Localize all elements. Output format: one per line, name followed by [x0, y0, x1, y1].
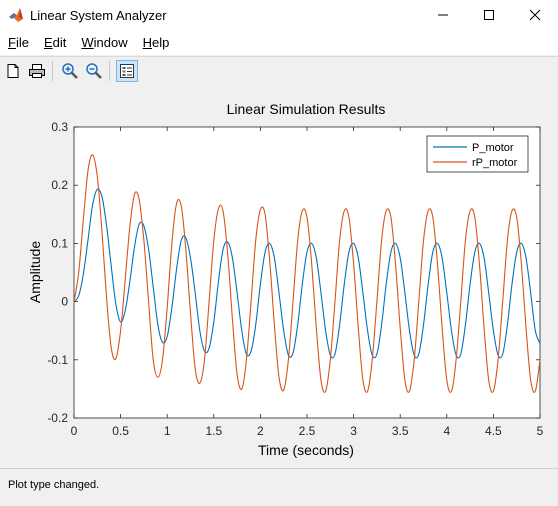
- print-icon: [29, 63, 45, 78]
- title-bar: Linear System Analyzer: [0, 0, 558, 30]
- x-tick-label: 0.5: [112, 424, 129, 438]
- menu-edit[interactable]: Edit: [43, 35, 67, 50]
- y-tick-label: 0.1: [51, 236, 68, 250]
- y-axis-label: Amplitude: [27, 241, 43, 303]
- print-button[interactable]: [26, 60, 48, 82]
- x-axis-label: Time (seconds): [258, 442, 354, 458]
- y-tick-label: -0.2: [47, 411, 68, 425]
- zoom-out-icon: [86, 62, 102, 79]
- maximize-button[interactable]: [466, 0, 512, 30]
- toolbar-separator: [52, 60, 53, 81]
- x-tick-label: 2.5: [299, 424, 316, 438]
- minimize-button[interactable]: [420, 0, 466, 30]
- toolbar: [0, 56, 558, 85]
- x-tick-label: 0: [71, 424, 78, 438]
- legend-label-rp-motor: rP_motor: [472, 157, 518, 169]
- status-bar: Plot type changed.: [0, 468, 558, 506]
- menu-help[interactable]: Help: [142, 35, 170, 50]
- x-tick-label: 3.5: [392, 424, 409, 438]
- series-line-rp-motor[interactable]: [73, 154, 541, 393]
- y-tick-label: -0.1: [47, 353, 68, 367]
- series-line-p-motor[interactable]: [73, 188, 541, 359]
- close-icon: [529, 9, 541, 21]
- axis-ticks: [73, 126, 541, 419]
- x-tick-label: 4: [443, 424, 450, 438]
- y-tick-label: 0.2: [51, 178, 68, 192]
- status-text: Plot type changed.: [8, 479, 100, 491]
- zoom-in-button[interactable]: [59, 60, 81, 82]
- toolbar-separator: [109, 60, 110, 81]
- minimize-icon: [438, 14, 448, 16]
- plot-area: Linear Simulation Results 0 0.5 1 1.5 2 2.5 3 3…: [0, 84, 558, 468]
- chart-title: Linear Simulation Results: [227, 101, 386, 117]
- maximize-icon: [484, 10, 494, 20]
- y-tick-label: 0.3: [51, 120, 68, 134]
- x-tick-label: 5: [537, 424, 544, 438]
- x-tick-label: 3: [350, 424, 357, 438]
- axis-tick-labels: 0 0.5 1 1.5 2 2.5 3 3.5 4 4.5 5 -0.2 -0.1 0 0.1 0.2 0.3: [47, 120, 543, 438]
- close-button[interactable]: [512, 0, 558, 30]
- menu-bar: File Edit Window Help: [0, 30, 558, 55]
- menu-file[interactable]: File: [8, 35, 29, 50]
- y-tick-label: 0: [61, 295, 68, 309]
- new-file-button[interactable]: [2, 60, 24, 82]
- x-tick-label: 1: [164, 424, 171, 438]
- legend[interactable]: P_motor rP_motor: [426, 135, 529, 173]
- zoom-out-button[interactable]: [83, 60, 105, 82]
- series-lines: [73, 154, 541, 393]
- new-file-icon: [7, 63, 19, 78]
- legend-button[interactable]: [116, 59, 138, 82]
- legend-box: [426, 135, 529, 173]
- matlab-icon: [9, 8, 23, 22]
- legend-icon: [120, 63, 134, 78]
- window-title: Linear System Analyzer: [30, 7, 167, 23]
- linear-simulation-chart[interactable]: Linear Simulation Results 0 0.5 1 1.5 2 2.5 3 3…: [0, 84, 558, 468]
- legend-label-p-motor: P_motor: [472, 142, 514, 154]
- menu-window[interactable]: Window: [81, 35, 128, 50]
- x-tick-label: 4.5: [485, 424, 502, 438]
- window-controls: [420, 0, 558, 30]
- zoom-in-icon: [62, 62, 78, 79]
- x-tick-label: 1.5: [205, 424, 222, 438]
- x-tick-label: 2: [257, 424, 264, 438]
